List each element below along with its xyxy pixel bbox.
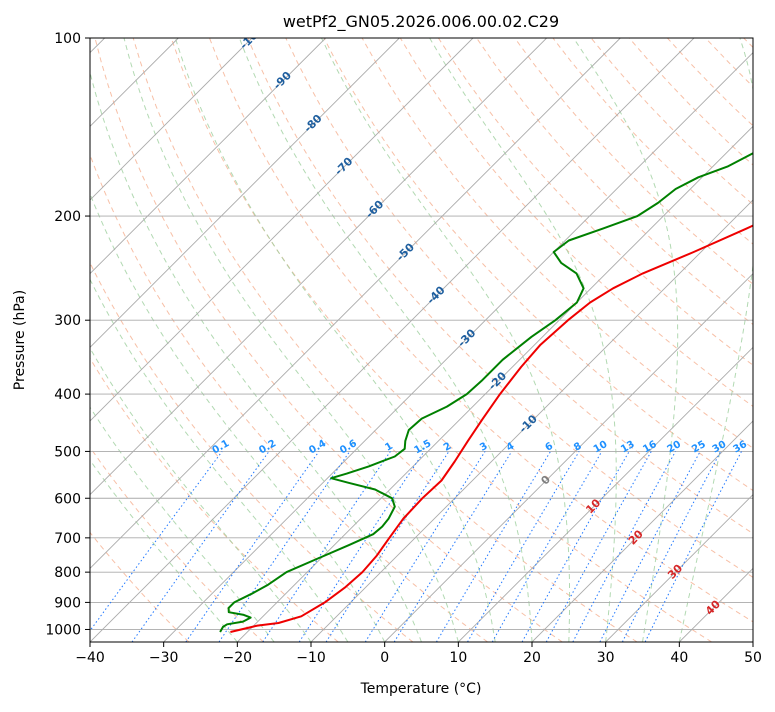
x-tick-label: −20	[223, 650, 253, 666]
x-tick-label: 40	[670, 650, 688, 666]
x-axis-label: Temperature (°C)	[360, 681, 482, 697]
x-tick-label: 20	[523, 650, 541, 666]
x-tick-label: −10	[296, 650, 326, 666]
y-tick-label: 1000	[45, 622, 81, 638]
y-tick-label: 200	[54, 209, 81, 225]
x-tick-label: −30	[149, 650, 179, 666]
y-tick-label: 900	[54, 595, 81, 611]
y-tick-label: 700	[54, 531, 81, 547]
x-tick-label: 0	[380, 650, 389, 666]
x-tick-label: 30	[597, 650, 615, 666]
y-tick-label: 100	[54, 31, 81, 47]
y-tick-label: 400	[54, 387, 81, 403]
chart-title: wetPf2_GN05.2026.006.00.02.C29	[283, 12, 559, 32]
y-tick-label: 300	[54, 313, 81, 329]
x-tick-label: −40	[75, 650, 105, 666]
x-tick-label: 10	[449, 650, 467, 666]
x-tick-label: 50	[744, 650, 762, 666]
y-tick-label: 500	[54, 444, 81, 460]
y-tick-label: 800	[54, 565, 81, 581]
y-tick-label: 600	[54, 491, 81, 507]
y-axis-label: Pressure (hPa)	[12, 290, 28, 390]
